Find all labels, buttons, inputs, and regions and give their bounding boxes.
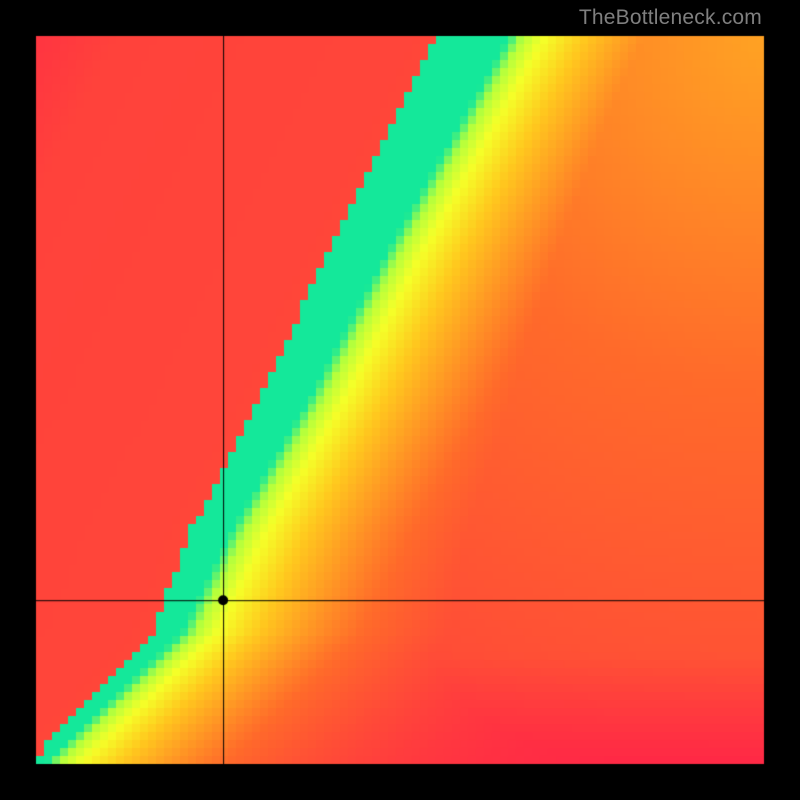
watermark-text: TheBottleneck.com [579,6,762,30]
heatmap-canvas [0,0,800,800]
root: TheBottleneck.com [0,0,800,800]
